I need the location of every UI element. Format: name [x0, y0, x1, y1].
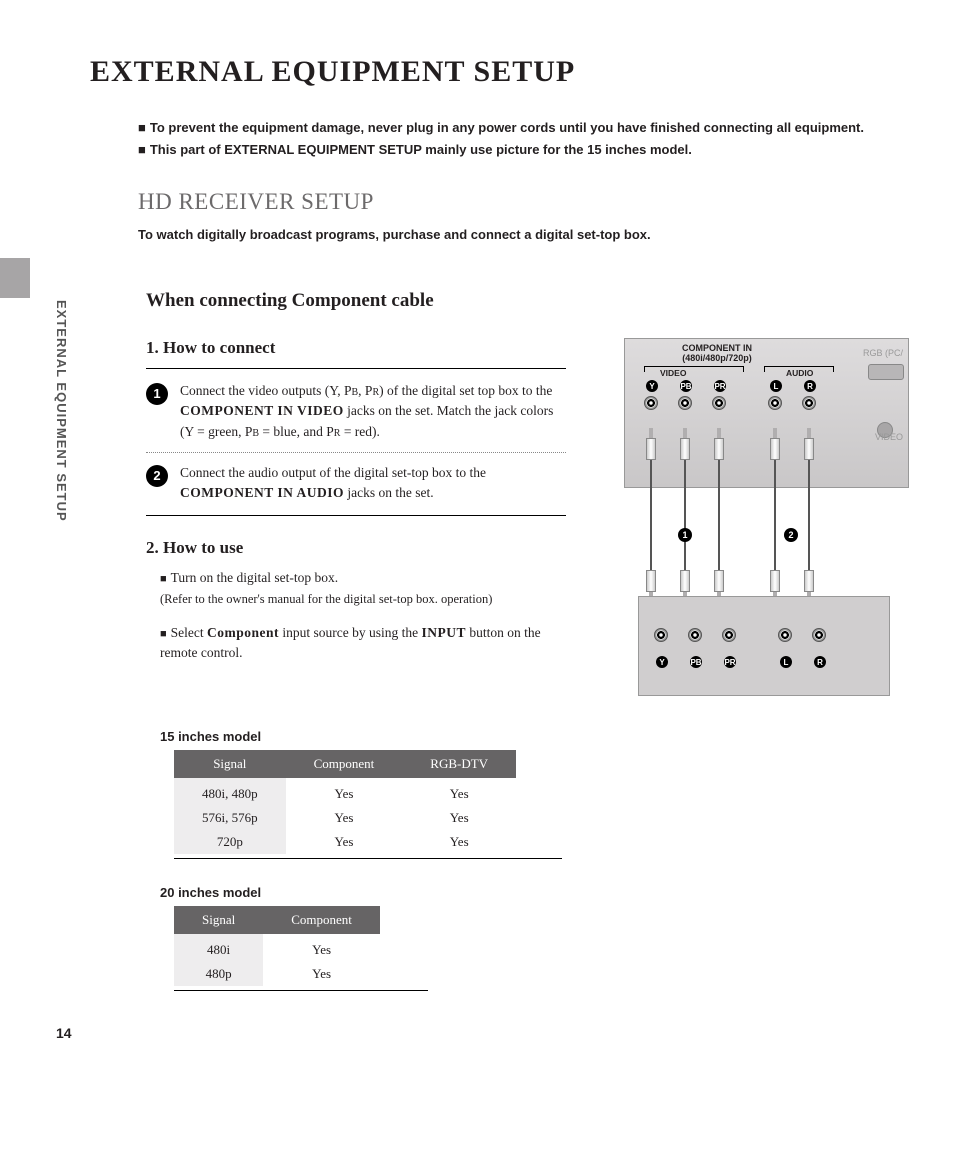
- table-15-label: 15 inches model: [160, 729, 914, 744]
- step-number-1: 1: [146, 383, 168, 405]
- connect-steps: 1 Connect the video outputs (Y, PB, PR) …: [146, 368, 566, 516]
- diagram-callout-2: 2: [784, 528, 798, 542]
- subsection-heading: When connecting Component cable: [146, 290, 914, 312]
- how-to-use-list: ■Turn on the digital set-top box. (Refer…: [160, 568, 570, 663]
- table-20-label: 20 inches model: [160, 885, 914, 900]
- step-2: 2 Connect the audio output of the digita…: [146, 457, 566, 510]
- warning-1: To prevent the equipment damage, never p…: [150, 120, 864, 135]
- section-heading: HD RECEIVER SETUP: [138, 189, 914, 215]
- diagram-callout-1: 1: [678, 528, 692, 542]
- connection-diagram: COMPONENT IN(480i/480p/720p) VIDEO AUDIO…: [624, 338, 909, 703]
- warnings-block: ■To prevent the equipment damage, never …: [138, 117, 914, 161]
- how-to-connect-heading: 1. How to connect: [146, 338, 604, 358]
- page-title: EXTERNAL EQUIPMENT SETUP: [90, 55, 914, 89]
- section-subtext: To watch digitally broadcast programs, p…: [138, 227, 914, 242]
- page-number: 14: [56, 1025, 72, 1041]
- how-to-use-heading: 2. How to use: [146, 538, 604, 558]
- side-tab: [0, 258, 30, 298]
- warning-2: This part of EXTERNAL EQUIPMENT SETUP ma…: [150, 142, 692, 157]
- table-15-inch: Signal Component RGB-DTV 480i, 480pYesYe…: [174, 750, 516, 854]
- vertical-section-label: EXTERNAL EQUIPMENT SETUP: [54, 300, 69, 522]
- step-number-2: 2: [146, 465, 168, 487]
- table-20-inch: Signal Component 480iYes 480pYes: [174, 906, 380, 986]
- step-1: 1 Connect the video outputs (Y, PB, PR) …: [146, 375, 566, 448]
